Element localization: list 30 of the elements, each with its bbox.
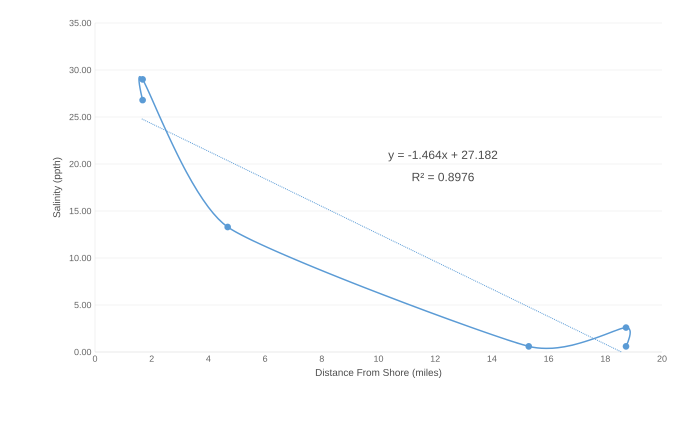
x-tick-label: 0 — [92, 356, 98, 362]
x-tick-label: 2 — [150, 356, 154, 362]
point — [622, 324, 630, 331]
x-tick-label: 14 — [488, 356, 497, 362]
line-series — [138, 76, 631, 350]
point — [139, 96, 146, 104]
x-tick-label: 20 — [657, 356, 667, 362]
y-tick-label: 30.00 — [69, 66, 92, 74]
x-tick-label: 4 — [206, 356, 211, 362]
y-axis-title: Salinity (ppth) — [52, 158, 62, 218]
y-tick-label: 10.00 — [70, 254, 92, 262]
x-axis-title: Distance From Shore (miles) — [316, 368, 442, 378]
x-tick-label: 8 — [320, 356, 324, 362]
point — [525, 343, 532, 350]
y-tick-label: 0.00 — [74, 348, 92, 356]
y-tick-label: 20.00 — [69, 160, 92, 168]
point — [224, 224, 232, 230]
point — [139, 76, 146, 83]
point — [622, 343, 630, 350]
y-tick-label: 25.00 — [69, 114, 92, 120]
x-tick-label: 16 — [544, 356, 554, 362]
x-tick-label: 12 — [430, 356, 440, 362]
annotation: y = -1.464x + 27.182 — [388, 150, 498, 162]
x-tick-label: 18 — [601, 356, 610, 362]
x-tick-label: 10 — [374, 356, 384, 362]
y-tick-label: 5.00 — [74, 302, 92, 308]
annotation: R² = 0.8976 — [412, 172, 474, 182]
y-tick-label: 15.00 — [70, 208, 92, 214]
x-tick-label: 6 — [263, 356, 268, 362]
y-tick-label: 35.00 — [69, 20, 92, 26]
